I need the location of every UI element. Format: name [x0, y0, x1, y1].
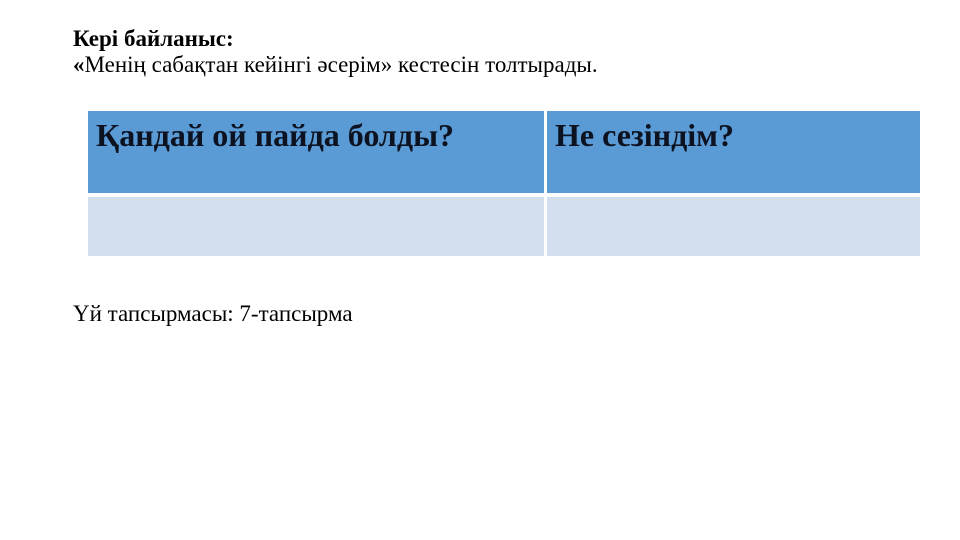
quote-open-mark: « — [73, 52, 85, 77]
table-header-thoughts: Қандай ой пайда болды? — [88, 111, 544, 193]
homework-assignment: Үй тапсырмасы: 7-тапсырма — [73, 301, 353, 326]
feedback-table: Қандай ой пайда болды? Не сезіндім? — [88, 111, 920, 256]
feedback-description-text: Менің сабақтан кейінгі әсерім» кестесін … — [84, 52, 598, 77]
table-cell-thoughts-empty — [88, 197, 544, 256]
table-header-feelings: Не сезіндім? — [547, 111, 920, 193]
feedback-title: Кері байланыс: — [73, 26, 234, 51]
feedback-description: «Менің сабақтан кейінгі әсерім» кестесін… — [73, 52, 598, 78]
feedback-text-block: Кері байланыс: «Менің сабақтан кейінгі ә… — [73, 26, 598, 78]
table-cell-feelings-empty — [547, 197, 920, 256]
